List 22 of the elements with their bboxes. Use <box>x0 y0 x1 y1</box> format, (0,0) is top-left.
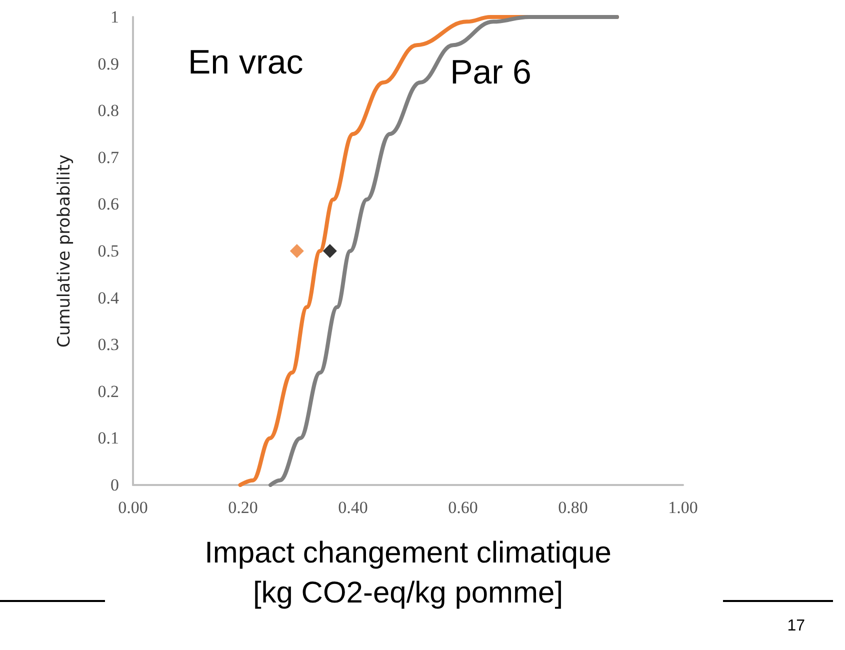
y-tick-label: 0.6 <box>98 194 119 214</box>
y-axis-title: Cumulative probability <box>54 154 74 348</box>
text: 17 <box>787 618 806 634</box>
y-tick-label: 1 <box>110 8 119 26</box>
y-tick-label: 0.9 <box>98 54 119 74</box>
x-tick-label: 0.40 <box>338 498 368 517</box>
series-label: Par 6 <box>450 54 532 92</box>
y-tick-label: 0 <box>110 476 119 494</box>
x-tick-label: 1.00 <box>668 498 698 517</box>
x-tick-label: 0.00 <box>118 498 148 517</box>
text: En vrac <box>188 44 304 82</box>
x-tick-label: 0.60 <box>448 498 478 517</box>
y-tick-label: 0.7 <box>98 148 120 167</box>
x-axis-title: Impact changement climatique [kg CO2-eq/kg pomme] <box>204 536 612 610</box>
y-tick-label: 0.3 <box>98 335 119 354</box>
y-tick-label: 0.1 <box>98 428 119 448</box>
x-tick-label: 0.20 <box>228 498 258 517</box>
y-tick-label: 0.8 <box>98 101 119 120</box>
y-tick-label: 0.2 <box>98 382 119 401</box>
y-tick-label: 0.4 <box>98 288 120 308</box>
x-tick-label: 0.80 <box>558 498 588 517</box>
y-tick-label: 0.5 <box>98 242 119 260</box>
